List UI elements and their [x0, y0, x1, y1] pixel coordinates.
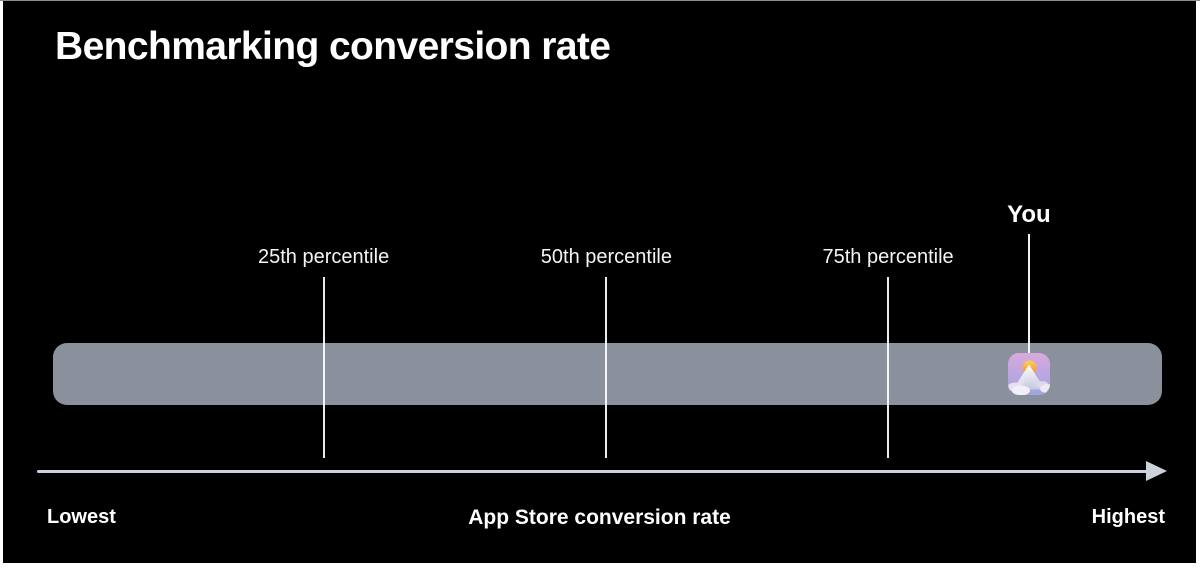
you-pointer-line	[1027, 234, 1030, 354]
axis-label-lowest: Lowest	[47, 506, 116, 528]
benchmark-range-bar	[53, 343, 1162, 405]
percentile-line	[887, 277, 890, 458]
axis-label-highest: Highest	[1091, 506, 1165, 528]
slide-title: Benchmarking conversion rate	[55, 25, 611, 68]
frame-top-hairline	[0, 0, 1200, 1]
percentile-label: 25th percentile	[257, 246, 390, 268]
slide: Benchmarking conversion rate 25th percen…	[3, 1, 1196, 563]
x-axis-arrowhead	[1146, 461, 1167, 481]
axis-label-conversion-rate: App Store conversion rate	[468, 506, 731, 529]
x-axis-line	[37, 470, 1149, 473]
percentile-line	[322, 277, 325, 458]
percentile-label: 50th percentile	[540, 246, 672, 268]
percentile-line	[605, 277, 608, 458]
you-label: You	[1007, 201, 1051, 228]
mountain-sun-app-icon	[1007, 353, 1050, 395]
mountain-sun-app-icon-svg	[1007, 353, 1050, 395]
percentile-label: 75th percentile	[822, 246, 954, 268]
